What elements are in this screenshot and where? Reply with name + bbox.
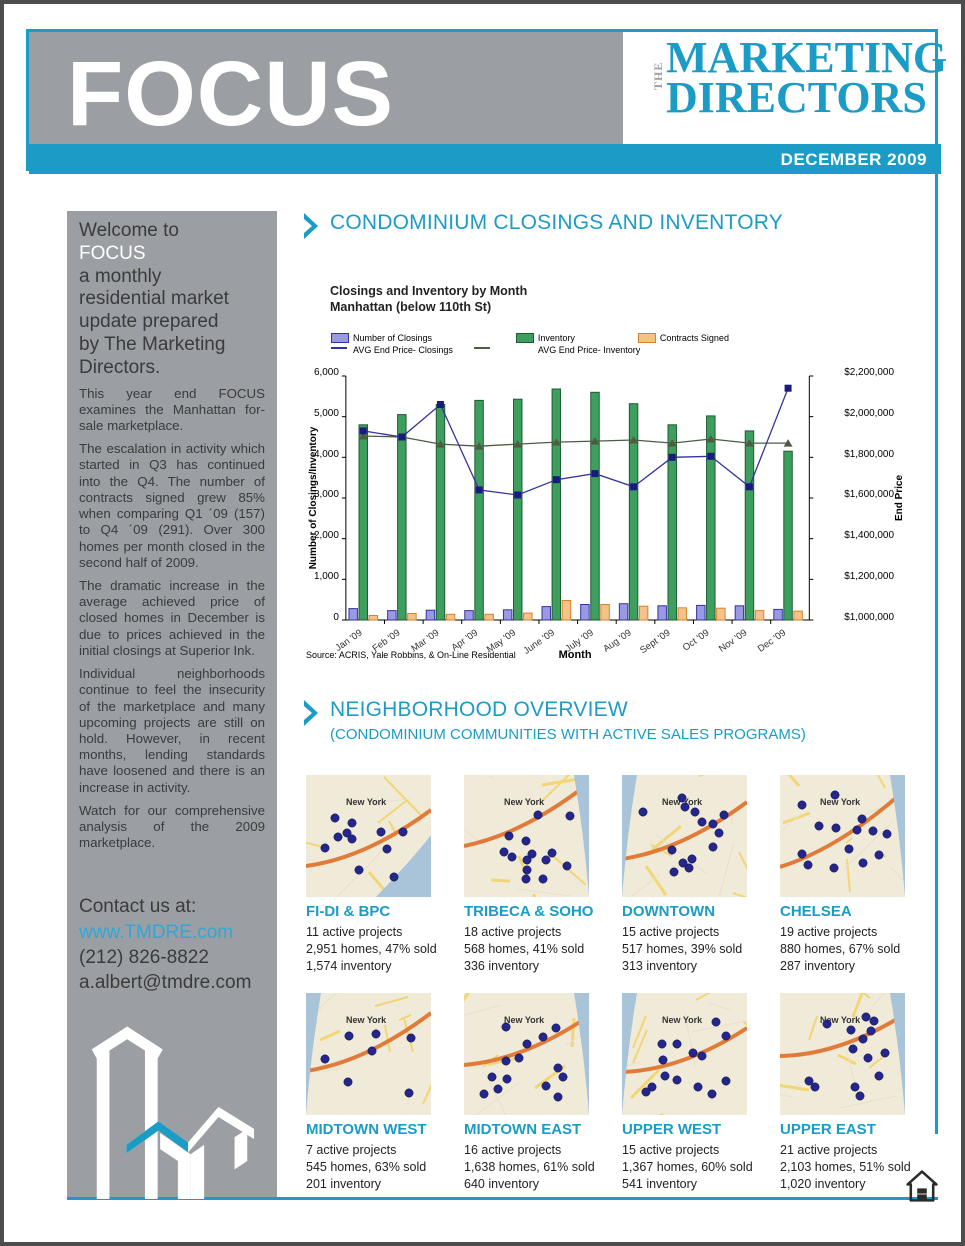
svg-text:Aug '09: Aug '09 — [601, 628, 633, 655]
svg-text:$2,000,000: $2,000,000 — [844, 408, 894, 419]
svg-text:$1,600,000: $1,600,000 — [844, 489, 894, 500]
svg-text:Month: Month — [559, 649, 592, 661]
svg-text:Oct '09: Oct '09 — [681, 628, 712, 654]
svg-text:0: 0 — [333, 612, 339, 623]
svg-text:$1,200,000: $1,200,000 — [844, 571, 894, 582]
svg-text:New York: New York — [504, 797, 545, 807]
svg-text:Number of Closings/Inventory: Number of Closings/Inventory — [308, 426, 319, 569]
svg-text:Sept '09: Sept '09 — [638, 628, 672, 657]
svg-text:5,000: 5,000 — [314, 408, 339, 419]
svg-text:Dec '09: Dec '09 — [756, 628, 788, 655]
svg-text:$1,800,000: $1,800,000 — [844, 449, 894, 460]
svg-text:$2,200,000: $2,200,000 — [844, 367, 894, 378]
svg-text:1,000: 1,000 — [314, 571, 339, 582]
svg-text:New York: New York — [346, 1015, 387, 1025]
svg-text:New York: New York — [346, 797, 387, 807]
svg-text:$1,400,000: $1,400,000 — [844, 530, 894, 541]
svg-text:New York: New York — [662, 1015, 703, 1025]
svg-text:Source: ACRIS, Yale Robbins, &: Source: ACRIS, Yale Robbins, & On-Line R… — [306, 650, 516, 660]
svg-text:$1,000,000: $1,000,000 — [844, 612, 894, 623]
svg-text:Nov '09: Nov '09 — [717, 628, 749, 655]
svg-text:June '09: June '09 — [522, 628, 557, 657]
svg-text:End Price: End Price — [894, 475, 904, 522]
svg-text:New York: New York — [820, 797, 861, 807]
svg-text:New York: New York — [504, 1015, 545, 1025]
svg-text:6,000: 6,000 — [314, 367, 339, 378]
